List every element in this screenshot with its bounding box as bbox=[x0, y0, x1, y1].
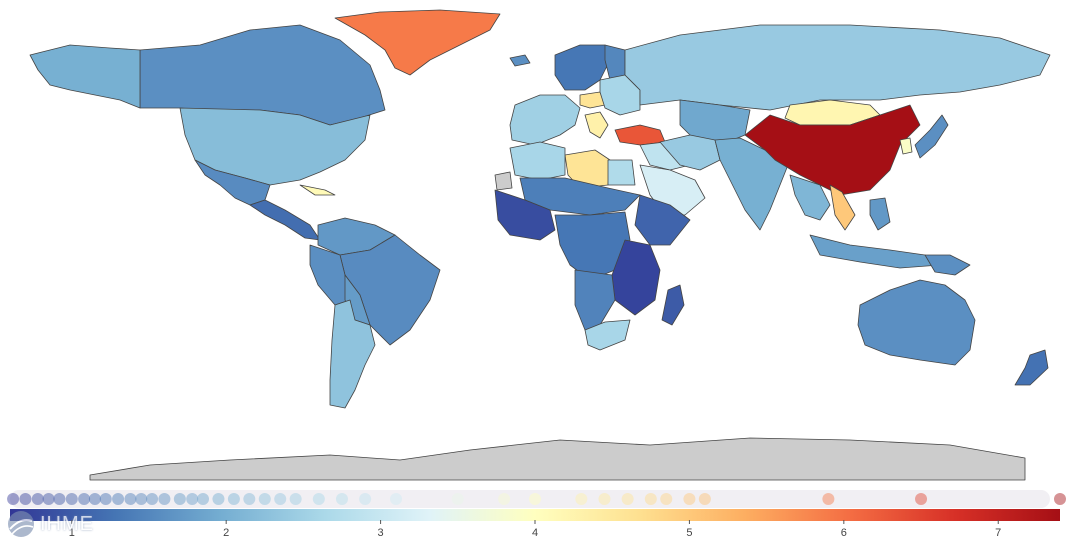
legend-dot[interactable] bbox=[99, 493, 112, 505]
region-philippines[interactable] bbox=[869, 197, 891, 231]
legend-dot[interactable] bbox=[660, 493, 673, 505]
legend-dot[interactable] bbox=[575, 493, 588, 505]
legend-dot[interactable] bbox=[915, 493, 928, 505]
legend-dot[interactable] bbox=[135, 493, 148, 505]
ihme-logo: IHME bbox=[6, 506, 126, 542]
region-balkans[interactable] bbox=[584, 111, 609, 139]
legend-dot[interactable] bbox=[124, 493, 137, 505]
region-australia[interactable] bbox=[857, 279, 976, 366]
region-north-africa[interactable] bbox=[509, 141, 566, 181]
legend-dot[interactable] bbox=[227, 493, 240, 505]
axis-tick-label: 2 bbox=[223, 527, 229, 539]
region-madagascar[interactable] bbox=[661, 284, 685, 326]
legend-dot[interactable] bbox=[644, 493, 657, 505]
legend-dot[interactable] bbox=[78, 493, 91, 505]
region-new-zealand[interactable] bbox=[1014, 349, 1049, 386]
legend-dot[interactable] bbox=[112, 493, 125, 505]
legend-dot[interactable] bbox=[621, 493, 634, 505]
globe-logo-icon bbox=[8, 511, 34, 537]
region-china[interactable] bbox=[744, 104, 921, 196]
region-western-europe[interactable] bbox=[509, 94, 581, 146]
region-iceland[interactable] bbox=[509, 54, 531, 67]
axis-tick-label: 5 bbox=[686, 527, 692, 539]
color-scale-axis: 1 2 3 4 5 6 7 bbox=[69, 520, 1001, 539]
legend-dot[interactable] bbox=[451, 493, 464, 505]
legend-dot-strip bbox=[7, 490, 1066, 508]
region-horn-of-africa[interactable] bbox=[634, 194, 691, 246]
region-alaska[interactable] bbox=[29, 44, 141, 109]
legend-dot[interactable] bbox=[529, 493, 541, 505]
legend-dot[interactable] bbox=[212, 493, 225, 505]
region-central-america[interactable] bbox=[249, 199, 321, 241]
logo-text: IHME bbox=[40, 512, 94, 535]
axis-tick-label: 4 bbox=[532, 527, 538, 539]
region-southern-africa[interactable] bbox=[574, 269, 616, 331]
legend-dot[interactable] bbox=[359, 493, 372, 505]
legend-dot[interactable] bbox=[335, 493, 348, 505]
legend-dot[interactable] bbox=[243, 493, 256, 505]
legend-dot[interactable] bbox=[65, 493, 78, 505]
region-vietnam[interactable] bbox=[829, 184, 856, 231]
region-south-africa[interactable] bbox=[584, 319, 631, 351]
legend-dot[interactable] bbox=[197, 493, 210, 505]
legend-dot[interactable] bbox=[683, 493, 696, 505]
region-central-europe[interactable] bbox=[579, 91, 606, 109]
region-argentina-chile[interactable] bbox=[329, 299, 376, 409]
legend-dot[interactable] bbox=[7, 493, 20, 505]
axis-tick-label: 6 bbox=[841, 527, 847, 539]
legend-dot[interactable] bbox=[42, 493, 55, 505]
region-western-sahara[interactable] bbox=[494, 171, 513, 191]
legend-dots bbox=[7, 493, 1066, 505]
axis-tick-label: 7 bbox=[995, 527, 1001, 539]
region-indonesia[interactable] bbox=[809, 234, 941, 269]
region-india[interactable] bbox=[714, 137, 791, 231]
legend-dot[interactable] bbox=[53, 493, 66, 505]
region-caribbean[interactable] bbox=[299, 184, 336, 196]
axis-tick-label: 3 bbox=[378, 527, 384, 539]
region-egypt[interactable] bbox=[607, 159, 636, 186]
legend-dot[interactable] bbox=[390, 493, 403, 505]
region-turkey[interactable] bbox=[614, 124, 666, 146]
legend-dot[interactable] bbox=[186, 493, 199, 505]
region-west-africa[interactable] bbox=[494, 189, 556, 241]
region-southeast-asia[interactable] bbox=[789, 174, 831, 221]
legend-dot[interactable] bbox=[258, 493, 271, 505]
legend-dot[interactable] bbox=[146, 493, 159, 505]
region-russia[interactable] bbox=[624, 24, 1051, 111]
region-antarctica[interactable] bbox=[89, 437, 1026, 481]
legend-dot[interactable] bbox=[173, 493, 186, 505]
legend-dot[interactable] bbox=[31, 493, 44, 505]
legend-dot[interactable] bbox=[312, 493, 325, 505]
axis-tick-label: 1 bbox=[69, 527, 75, 539]
legend-dot[interactable] bbox=[289, 493, 302, 505]
legend-dot[interactable] bbox=[1054, 493, 1066, 505]
legend-dot[interactable] bbox=[158, 493, 171, 505]
region-finland[interactable] bbox=[604, 44, 626, 81]
legend-dot[interactable] bbox=[19, 493, 32, 505]
legend-dot[interactable] bbox=[274, 493, 287, 505]
legend-dot[interactable] bbox=[598, 493, 611, 505]
color-scale-bar bbox=[10, 509, 1060, 521]
region-greenland[interactable] bbox=[334, 9, 501, 76]
region-korea[interactable] bbox=[899, 137, 913, 155]
region-japan[interactable] bbox=[914, 114, 949, 159]
region-papua-new-guinea[interactable] bbox=[924, 254, 971, 276]
legend-dot[interactable] bbox=[88, 493, 101, 505]
legend-dot[interactable] bbox=[822, 493, 835, 505]
legend-dot[interactable] bbox=[698, 493, 711, 505]
legend-dot[interactable] bbox=[498, 493, 511, 505]
